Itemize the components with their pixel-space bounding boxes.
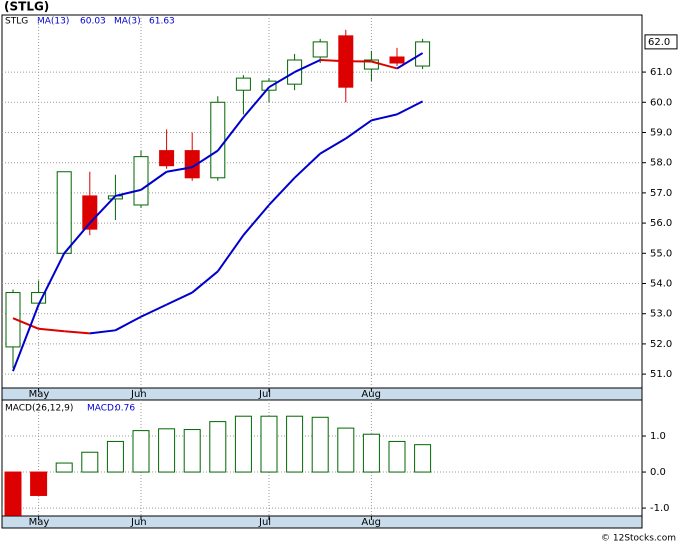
ma-line-segment [371, 113, 398, 122]
macd-bar [81, 451, 99, 473]
y-tick-label: 57.0 [650, 188, 672, 199]
last-price-box [644, 34, 678, 50]
y-tick-label: 1.0 [650, 431, 666, 442]
ma-line-segment [89, 329, 116, 335]
ma-line-segment [64, 330, 90, 335]
y-tick-label: 54.0 [650, 278, 672, 289]
candle-body [235, 77, 251, 91]
macd-bar [234, 415, 252, 473]
x-tick-label: Jul [258, 389, 271, 400]
candle-body [261, 80, 277, 91]
macd-bar [337, 427, 355, 473]
footer: © 12Stocks.com [601, 534, 676, 544]
ma-line-segment [217, 116, 245, 152]
x-tick-label: May [29, 517, 50, 528]
ma-value: 61.63 [149, 17, 175, 27]
ma-line-segment [396, 52, 424, 70]
macd-bar [132, 430, 150, 473]
candle-body [133, 156, 149, 206]
x-tick-label: Jun [130, 517, 147, 528]
macd-bar [311, 416, 329, 473]
ma-line-segment [63, 222, 91, 254]
ma-line-segment [216, 234, 245, 272]
y-tick-label: -1.0 [650, 503, 670, 514]
x-tick-label: Jun [130, 389, 147, 400]
candle-body [5, 292, 21, 348]
macd-bar [183, 429, 201, 473]
ma-value: 60.03 [80, 17, 106, 27]
ma-label: MA(3) [114, 17, 141, 27]
ma-line-segment [140, 303, 168, 318]
ma-line-segment [37, 252, 66, 306]
ma-line-segment [191, 149, 219, 169]
ma-line-segment [268, 177, 296, 206]
macd-bar [260, 415, 278, 473]
ma-line-segment [12, 304, 40, 372]
ticker-label: STLG [5, 17, 28, 27]
ma-line-segment [320, 59, 346, 63]
ma-line-segment [191, 270, 219, 294]
y-tick-label: 53.0 [650, 309, 672, 320]
ma-line-segment [268, 71, 296, 89]
x-tick-label: Jul [258, 517, 271, 528]
macd-bar [286, 415, 304, 473]
macd-label: MACD(26,12,9) [5, 404, 73, 414]
ma-line-segment [166, 166, 193, 173]
chart-title: (STLG) [4, 0, 49, 14]
y-tick-label: 55.0 [650, 248, 672, 259]
macd-bar [106, 440, 124, 473]
candle-body [312, 41, 328, 58]
macd-bar [362, 433, 380, 473]
y-tick-label: 61.0 [650, 67, 672, 78]
macd-bar [414, 444, 432, 473]
y-tick-label: 59.0 [650, 127, 672, 138]
ma-line-segment [114, 315, 142, 332]
y-tick-label: 60.0 [650, 97, 672, 108]
y-tick-label: 52.0 [650, 339, 672, 350]
ma-line-segment [319, 137, 347, 155]
ma-line-segment [115, 188, 142, 197]
ma-line-segment [293, 152, 321, 179]
macd-bar [388, 440, 406, 473]
x-tick-label: Aug [361, 389, 381, 400]
macd-bar [55, 462, 73, 473]
date-strip [1, 387, 643, 401]
ma-line-segment [12, 317, 39, 330]
candle-body [210, 101, 226, 179]
ma-line-segment [345, 119, 372, 140]
ma-line-segment [166, 291, 193, 306]
ma-line-segment [140, 170, 168, 191]
ma-line-segment [396, 100, 424, 116]
y-tick-label: 0.0 [650, 467, 666, 478]
candle-body [159, 150, 175, 167]
ma-label: MA(13) [37, 17, 69, 27]
y-tick-label: 58.0 [650, 158, 672, 169]
ma-line-segment [242, 86, 270, 119]
y-tick-label: 56.0 [650, 218, 672, 229]
macd-current-value: 0.76 [115, 404, 135, 414]
ma-line-segment [371, 60, 398, 70]
x-tick-label: May [29, 389, 50, 400]
y-tick-label: 51.0 [650, 369, 672, 380]
last-price-label: 62.0 [648, 37, 670, 48]
candle-body [184, 150, 200, 179]
date-strip [1, 515, 643, 529]
candle-body [389, 56, 405, 64]
candle-body [363, 59, 379, 70]
ma-line-segment [38, 327, 65, 333]
macd-current-label: MACD: [87, 404, 117, 414]
macd-bar [158, 428, 176, 473]
x-tick-label: Aug [361, 517, 381, 528]
macd-bar [209, 421, 227, 473]
ma-line-segment [89, 195, 117, 224]
ma-line-segment [242, 204, 270, 236]
macd-bar [4, 471, 22, 516]
candle-body [56, 171, 72, 254]
macd-bar [30, 471, 48, 496]
ma-line-segment [294, 59, 321, 73]
